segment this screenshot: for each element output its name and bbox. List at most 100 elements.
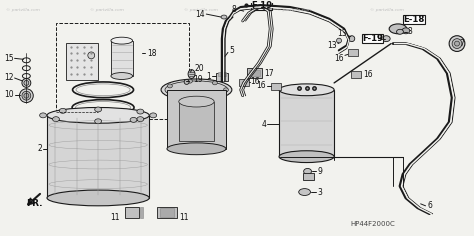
Ellipse shape [161,79,232,101]
Text: 4: 4 [261,120,266,129]
Ellipse shape [137,109,144,114]
Ellipse shape [449,36,465,51]
Ellipse shape [383,36,390,42]
Text: © partzilla.com: © partzilla.com [370,8,404,12]
Bar [403,15,425,24]
Text: 16: 16 [364,70,373,79]
Ellipse shape [349,36,355,42]
Bar [271,83,281,90]
Bar [351,71,361,78]
Ellipse shape [24,80,29,85]
Bar [167,90,226,149]
Text: 5: 5 [229,46,234,55]
Ellipse shape [299,189,310,195]
Text: 14: 14 [196,10,205,19]
Ellipse shape [76,84,130,96]
Ellipse shape [402,28,410,34]
Ellipse shape [19,89,33,103]
Text: 1: 1 [207,72,211,80]
Text: 20: 20 [194,64,204,73]
Text: 18: 18 [147,49,157,58]
Bar [239,79,248,86]
Text: 16: 16 [334,54,344,63]
Ellipse shape [187,79,192,83]
Ellipse shape [221,15,227,19]
Ellipse shape [167,92,173,96]
Bar [216,73,228,81]
Ellipse shape [111,37,133,44]
Text: 16: 16 [251,77,260,86]
Ellipse shape [337,38,341,43]
Ellipse shape [137,117,144,122]
Text: 13: 13 [337,29,347,38]
Bar [248,70,260,76]
Ellipse shape [165,81,228,99]
Ellipse shape [47,190,149,206]
Bar [111,41,133,76]
Ellipse shape [75,101,130,113]
Text: 11: 11 [110,213,120,222]
Ellipse shape [130,118,137,122]
Text: © partzilla.com: © partzilla.com [183,8,218,12]
Text: 2: 2 [37,144,42,153]
Text: 19: 19 [193,76,203,84]
Text: 3: 3 [408,27,413,36]
Ellipse shape [111,73,133,80]
Bar [362,34,383,42]
Bar [56,23,189,119]
Text: 16: 16 [256,81,266,90]
Text: 10: 10 [4,90,14,99]
Text: 12: 12 [4,73,14,83]
Text: © partzilla.com: © partzilla.com [7,8,40,12]
Ellipse shape [40,113,46,118]
Text: 8: 8 [231,5,236,14]
Ellipse shape [452,39,462,48]
Bar [125,207,139,218]
Text: 15: 15 [4,54,14,63]
Ellipse shape [397,29,403,34]
Text: 11: 11 [179,213,188,222]
Bar [160,208,174,217]
Bar [246,68,262,78]
Ellipse shape [212,81,217,85]
Ellipse shape [184,80,189,84]
Text: © partzilla.com: © partzilla.com [277,8,310,12]
Ellipse shape [455,41,459,46]
Ellipse shape [95,107,101,112]
Ellipse shape [22,79,31,87]
Bar [140,207,143,218]
Ellipse shape [167,143,226,155]
Bar [66,42,98,80]
Ellipse shape [188,70,195,79]
Text: FR.: FR. [27,199,43,208]
Ellipse shape [24,93,29,98]
Text: HP44F2000C: HP44F2000C [351,220,396,227]
Ellipse shape [150,113,156,118]
Ellipse shape [167,84,173,88]
Ellipse shape [179,96,214,107]
Text: 6: 6 [428,201,432,210]
Bar [179,101,214,141]
Ellipse shape [22,91,31,100]
Text: F-19: F-19 [251,1,272,10]
Text: E-18: E-18 [403,16,424,25]
Bar [157,207,177,218]
Bar [302,173,314,180]
Text: 17: 17 [264,69,274,78]
Ellipse shape [53,117,59,122]
Ellipse shape [212,95,217,99]
Ellipse shape [389,24,407,34]
Bar [47,115,149,198]
Ellipse shape [279,151,334,163]
Ellipse shape [224,88,228,92]
Ellipse shape [59,108,66,113]
Ellipse shape [47,107,149,123]
Text: 9: 9 [376,34,381,43]
Bar [279,90,334,157]
Text: 13: 13 [328,41,337,50]
Ellipse shape [187,97,192,100]
Bar [251,1,272,10]
Text: 3: 3 [318,188,322,197]
Text: 7: 7 [459,39,464,48]
Ellipse shape [279,84,334,96]
